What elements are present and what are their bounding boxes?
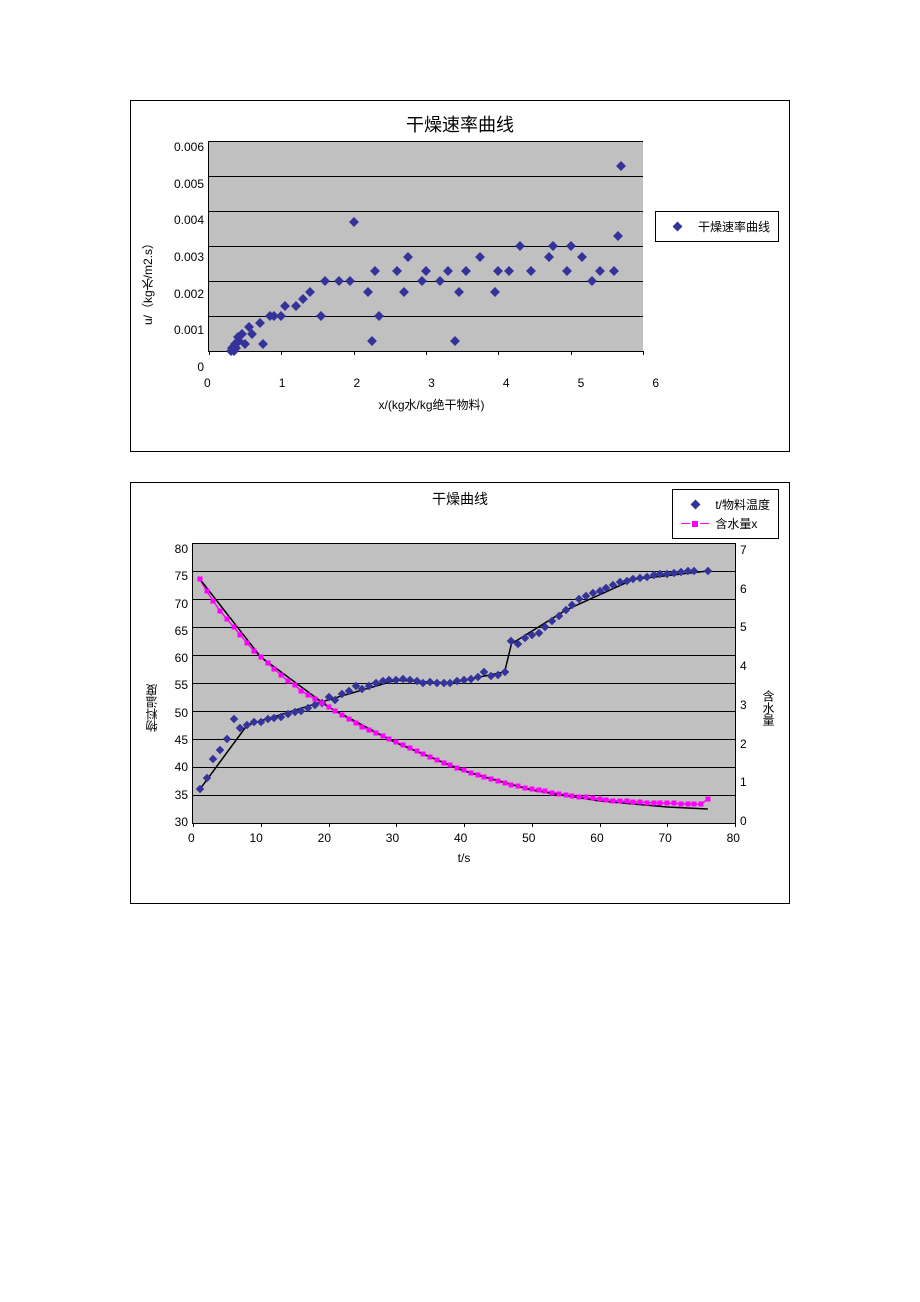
chart1-xlabel: x/(kg水/kg绝干物料)	[204, 390, 659, 421]
chart2-yticks-left: 8075706560555045403530	[162, 543, 192, 828]
chart2-frame: 干燥曲线 t/物料温度 含水量x	[130, 482, 790, 904]
chart2-yticks-right: 76543210	[736, 543, 758, 828]
chart2-legend: t/物料温度 含水量x	[672, 489, 779, 539]
legend-marker-icon	[673, 222, 683, 232]
legend-temp-icon	[690, 500, 700, 510]
chart1-ylabel: u/（kg水/m2.s）	[137, 141, 158, 421]
chart2-legend-moist: 含水量x	[715, 515, 757, 532]
chart1-plot-area	[208, 141, 643, 352]
chart1-frame: 干燥速率曲线 u/（kg水/m2.s） 0.0060.0050.0040.003…	[130, 100, 790, 452]
chart2-ylabel-left: 物料温度	[141, 543, 162, 873]
chart2-title: 干燥曲线	[354, 489, 567, 509]
chart2-plot-area	[192, 543, 736, 824]
chart2-ylabel-right: 含水量	[758, 543, 779, 873]
chart1-yticks: 0.0060.0050.0040.0030.0020.0010	[158, 141, 208, 373]
chart2-legend-temp: t/物料温度	[715, 496, 770, 513]
chart1-legend-label: 干燥速率曲线	[698, 218, 770, 235]
chart1-xticks: 0123456	[204, 373, 659, 390]
chart2-xticks: 01020304050607080	[188, 828, 740, 845]
chart1-title: 干燥速率曲线	[131, 101, 789, 141]
chart2-xlabel: t/s	[188, 845, 740, 873]
legend-moist-icon	[692, 521, 698, 527]
chart1-legend: 干燥速率曲线	[655, 211, 779, 242]
